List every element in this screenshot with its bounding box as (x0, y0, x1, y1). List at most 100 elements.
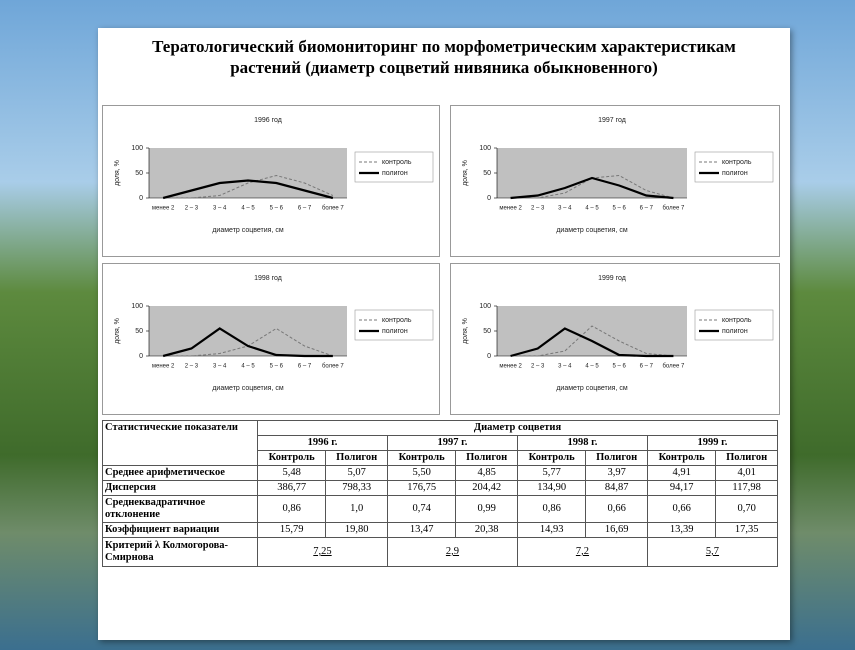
y-tick-label: 100 (479, 303, 491, 310)
x-tick-label: 4 – 5 (241, 206, 255, 212)
legend-label: контроль (722, 317, 752, 324)
table-cell: 0,86 (516, 495, 587, 523)
table-row: Дисперсия 386,77 798,33 176,75 204,42 134,90 8… (102, 480, 778, 496)
table-cell: 134,90 (516, 480, 587, 496)
group-header: Диаметр соцветия (257, 420, 778, 436)
x-tick-label: 5 – 6 (612, 364, 626, 370)
statistics-table: Статистические показатели Диаметр соцвети… (102, 420, 779, 567)
x-tick-label: менее 2 (499, 364, 522, 370)
legend-label: контроль (382, 159, 412, 166)
column-header: Контроль (646, 450, 717, 466)
table-cell: 798,33 (325, 480, 388, 496)
table-cell: 0,66 (646, 495, 717, 523)
x-tick-label: более 7 (663, 206, 685, 212)
row-header: Статистические показатели (102, 420, 258, 466)
table-cell: 4,91 (646, 465, 717, 481)
legend-label: полигон (382, 170, 408, 177)
series-line (510, 327, 674, 358)
x-tick-label: 4 – 5 (241, 364, 255, 370)
column-header: Контроль (386, 450, 457, 466)
table-cell: 4,01 (715, 465, 778, 481)
table-cell: 5,48 (256, 465, 327, 481)
series-line (510, 176, 674, 200)
year-header: 1999 г. (646, 435, 779, 451)
table-row: Контроль Полигон Контроль Полигон Контроль По… (103, 450, 778, 466)
x-tick-label: 6 – 7 (298, 364, 312, 370)
y-tick-label: 50 (483, 328, 491, 335)
x-tick-label: 4 – 5 (585, 364, 599, 370)
table-cell: 2,9 (386, 537, 518, 567)
x-tick-label: 6 – 7 (640, 206, 654, 212)
chart: 1999 год доля, % диаметр соцветия, см 0 50 10… (450, 263, 780, 415)
y-tick-label: 50 (483, 170, 491, 177)
table-cell: 0,66 (585, 495, 648, 523)
x-tick-label: 6 – 7 (298, 206, 312, 212)
x-axis-label: диаметр соцветия, см (556, 385, 627, 392)
y-axis-label: доля, % (462, 318, 469, 344)
column-header: Полигон (585, 450, 648, 466)
table-row: Коэффициент вариации 15,79 19,80 13,47 20,38… (102, 522, 778, 538)
x-tick-label: 6 – 7 (640, 364, 654, 370)
table-cell: 84,87 (585, 480, 648, 496)
table-row: Критерий λ Колмогорова-Смирнова 7,25 2,9 7,… (102, 537, 779, 567)
table-cell: 5,7 (646, 537, 779, 567)
x-tick-label: более 7 (322, 206, 344, 212)
chart: 1996 год доля, % диаметр соцветия, см 0 50 10… (102, 105, 440, 257)
y-tick-label: 100 (131, 145, 143, 152)
table-cell: 0,70 (715, 495, 778, 523)
table-cell: 7,25 (257, 537, 388, 567)
table-cell: 0,99 (455, 495, 518, 523)
series-line (510, 325, 674, 357)
legend-label: контроль (722, 159, 752, 166)
table-cell: 4,85 (455, 465, 518, 481)
year-header: 1997 г. (386, 435, 518, 451)
x-tick-label: 3 – 4 (213, 364, 227, 370)
table-cell: 20,38 (455, 522, 518, 538)
series-line (162, 327, 333, 358)
y-tick-label: 0 (487, 353, 491, 360)
x-axis-label: диаметр соцветия, см (212, 385, 283, 392)
column-header: Контроль (256, 450, 327, 466)
table-cell: 1,0 (325, 495, 388, 523)
table-cell: 15,79 (256, 522, 327, 538)
table-cell: 3,97 (585, 465, 648, 481)
legend-label: контроль (382, 317, 412, 324)
x-tick-label: менее 2 (499, 206, 522, 212)
plot-area (149, 306, 347, 356)
legend (354, 309, 434, 341)
chart-title: 1996 год (254, 117, 282, 124)
table-row: Статистические показатели Диаметр соцвети… (102, 420, 778, 466)
row-label: Среднеквадратичное отклонение (102, 495, 258, 523)
y-axis-label: доля, % (114, 318, 121, 344)
y-tick-label: 0 (139, 353, 143, 360)
plot-area (497, 306, 687, 356)
year-header: 1998 г. (516, 435, 648, 451)
table-cell: 5,50 (386, 465, 457, 481)
year-header: 1996 г. (257, 435, 388, 451)
x-tick-label: 3 – 4 (213, 206, 227, 212)
y-tick-label: 0 (487, 195, 491, 202)
legend-label: полигон (722, 170, 748, 177)
table-cell: 94,17 (646, 480, 717, 496)
table-row: Среднеквадратичное отклонение 0,86 1,0 0,74… (102, 495, 778, 523)
x-tick-label: 2 – 3 (531, 364, 545, 370)
y-tick-label: 100 (131, 303, 143, 310)
x-tick-label: 3 – 4 (558, 364, 572, 370)
x-tick-label: 3 – 4 (558, 206, 572, 212)
chart: 1998 год доля, % диаметр соцветия, см 0 50 10… (102, 263, 440, 415)
table-cell: 13,47 (386, 522, 457, 538)
x-tick-label: 2 – 3 (531, 206, 545, 212)
y-tick-label: 50 (135, 328, 143, 335)
x-tick-label: 2 – 3 (185, 206, 199, 212)
legend-label: полигон (382, 328, 408, 335)
plot-area (149, 148, 347, 198)
chart-title: 1997 год (598, 117, 626, 124)
row-label: Коэффициент вариации (102, 522, 258, 538)
y-axis-label: доля, % (114, 160, 121, 186)
slide-title: Тератологический биомониторинг по морфом… (152, 37, 736, 77)
table-cell: 117,98 (715, 480, 778, 496)
table-cell: 14,93 (516, 522, 587, 538)
chart: 1997 год доля, % диаметр соцветия, см 0 50 10… (450, 105, 780, 257)
column-header: Контроль (516, 450, 587, 466)
